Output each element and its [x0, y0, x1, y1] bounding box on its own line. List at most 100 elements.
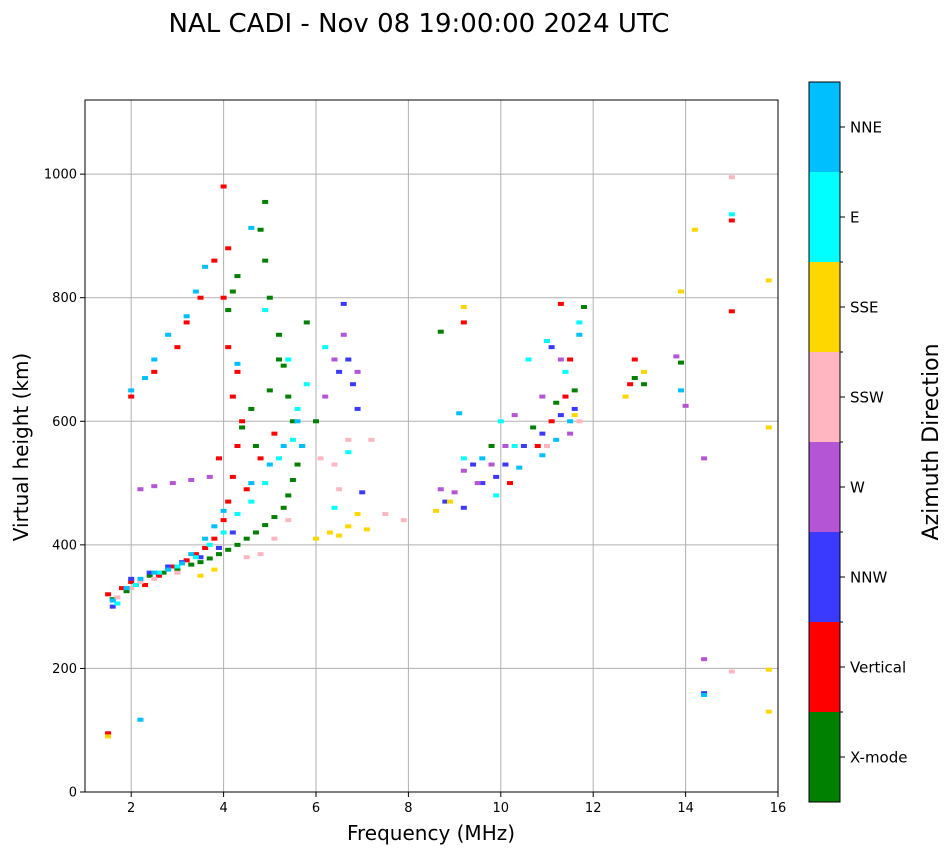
- data-point-nne: [211, 524, 218, 529]
- data-point-vertical: [142, 583, 149, 588]
- data-point-e: [192, 555, 199, 560]
- data-point-nnw: [229, 530, 236, 535]
- data-point-nne: [183, 314, 190, 319]
- data-point-nne: [266, 462, 273, 467]
- data-point-e: [511, 444, 518, 448]
- data-point-sse: [765, 667, 772, 672]
- data-point-nne: [188, 552, 195, 557]
- data-point-vertical: [128, 579, 135, 584]
- data-point-x-mode: [146, 573, 153, 578]
- data-point-x-mode: [276, 357, 283, 362]
- data-point-e: [262, 481, 269, 486]
- data-point-nne: [280, 444, 287, 448]
- data-point-sse: [622, 394, 629, 399]
- data-point-w: [437, 487, 444, 492]
- data-point-nne: [128, 388, 135, 393]
- plot-area: [84, 99, 779, 793]
- data-point-nne: [151, 357, 158, 362]
- data-point-vertical: [239, 419, 246, 424]
- colorbar-segment: [809, 352, 840, 442]
- data-point-ssw: [400, 518, 407, 523]
- data-point-nne: [192, 289, 199, 294]
- data-point-e: [132, 583, 139, 588]
- data-point-nnw: [470, 462, 477, 467]
- data-point-w: [169, 481, 176, 486]
- data-point-nne: [516, 465, 523, 470]
- data-point-vertical: [271, 431, 278, 436]
- data-point-e: [220, 530, 227, 535]
- data-point-sse: [105, 734, 112, 739]
- data-point-x-mode: [262, 199, 269, 204]
- data-point-x-mode: [641, 382, 648, 387]
- data-point-e: [493, 493, 500, 498]
- colorbar-label: SSE: [850, 299, 879, 317]
- data-point-vertical: [548, 419, 555, 424]
- data-point-e: [544, 338, 550, 343]
- data-point-x-mode: [631, 376, 638, 381]
- data-point-nne: [165, 567, 172, 572]
- data-point-ssw: [174, 570, 181, 575]
- data-point-sse: [446, 499, 453, 504]
- data-point-x-mode: [280, 505, 287, 510]
- data-point-vertical: [229, 474, 236, 479]
- data-point-w: [460, 468, 467, 473]
- data-point-x-mode: [677, 360, 684, 365]
- data-point-x-mode: [188, 562, 195, 567]
- data-point-nne: [294, 419, 301, 424]
- data-point-sse: [765, 709, 772, 714]
- data-point-ssw: [544, 444, 550, 448]
- data-point-nne: [137, 576, 144, 581]
- data-point-sse: [571, 413, 578, 418]
- x-tick-label: 8: [404, 801, 412, 816]
- data-points: [105, 175, 772, 739]
- data-point-vertical: [151, 369, 158, 374]
- data-point-x-mode: [530, 425, 537, 430]
- data-point-nne: [553, 437, 560, 442]
- data-point-sse: [197, 573, 204, 578]
- colorbar-segment: [809, 442, 840, 532]
- data-point-nnw: [336, 369, 343, 374]
- data-point-nne: [165, 332, 172, 337]
- data-point-nnw: [197, 555, 204, 560]
- data-point-vertical: [631, 357, 638, 362]
- data-point-ssw: [336, 487, 343, 492]
- data-point-x-mode: [488, 444, 495, 448]
- data-point-vertical: [211, 258, 218, 263]
- x-tick-label: 14: [677, 801, 694, 816]
- data-point-vertical: [225, 345, 232, 350]
- data-point-x-mode: [276, 332, 283, 337]
- data-point-x-mode: [234, 274, 241, 279]
- data-point-e: [174, 564, 181, 569]
- data-point-sse: [641, 369, 648, 374]
- data-point-ssw: [114, 595, 121, 600]
- data-point-x-mode: [271, 515, 278, 520]
- data-point-nne: [151, 570, 158, 575]
- x-tick-label: 16: [770, 801, 787, 816]
- data-point-nne: [248, 481, 255, 486]
- data-point-vertical: [155, 573, 162, 578]
- data-point-nnw: [215, 545, 222, 550]
- data-point-nnw: [165, 564, 172, 569]
- data-point-vertical: [105, 731, 112, 736]
- data-point-x-mode: [229, 289, 236, 294]
- data-point-nne: [677, 388, 684, 393]
- data-point-x-mode: [285, 493, 292, 498]
- data-point-e: [303, 382, 310, 387]
- data-point-ssw: [728, 669, 735, 674]
- data-point-nne: [234, 361, 241, 366]
- data-point-vertical: [197, 295, 204, 300]
- data-point-e: [285, 357, 292, 362]
- plot-frame: [84, 99, 779, 793]
- data-point-vertical: [183, 558, 190, 563]
- data-point-nnw: [557, 413, 564, 418]
- data-point-nne: [109, 598, 116, 603]
- data-point-x-mode: [262, 258, 269, 263]
- azimuth-colorbar: X-mode Vertical NNW W SSW SSE E NNE: [808, 81, 907, 803]
- data-point-nnw: [442, 499, 449, 504]
- data-point-x-mode: [225, 308, 232, 313]
- colorbar-label: E: [850, 209, 859, 227]
- colorbar-label: X-mode: [850, 749, 907, 767]
- colorbar-segment: [809, 532, 840, 622]
- data-point-sse: [433, 508, 440, 513]
